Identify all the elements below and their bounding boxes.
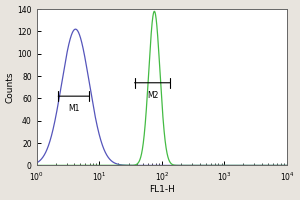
X-axis label: FL1-H: FL1-H xyxy=(149,185,175,194)
Y-axis label: Counts: Counts xyxy=(6,71,15,103)
Text: M1: M1 xyxy=(68,104,79,113)
Text: M2: M2 xyxy=(147,91,158,100)
